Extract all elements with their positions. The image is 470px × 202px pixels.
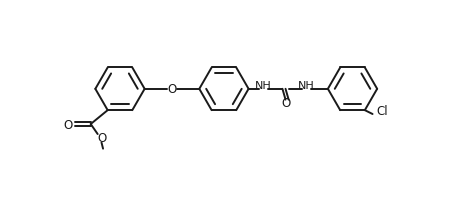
Text: NH: NH [298,81,315,91]
Text: NH: NH [255,81,272,91]
Text: O: O [281,97,290,110]
Text: O: O [167,83,177,96]
Text: O: O [97,132,106,145]
Text: Cl: Cl [376,105,388,118]
Text: O: O [63,118,72,131]
